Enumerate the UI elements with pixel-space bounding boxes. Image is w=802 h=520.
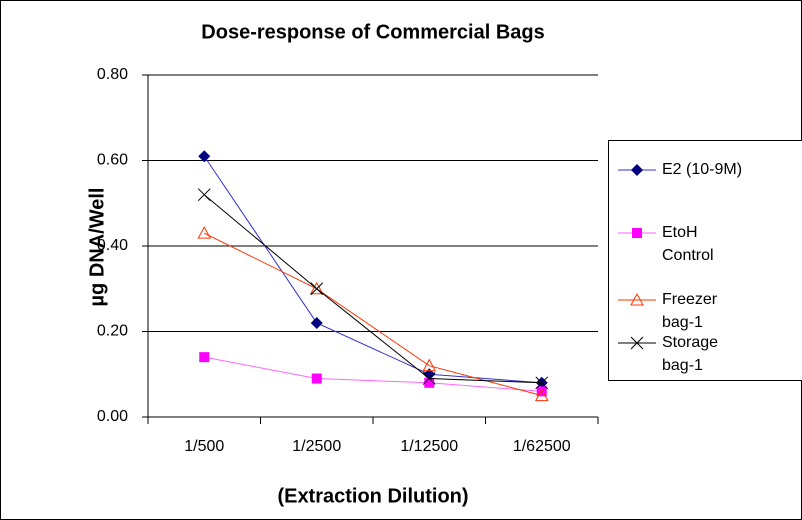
marker (536, 386, 547, 397)
x-tick-label: 1/62500 (513, 438, 571, 455)
x-axis-title: (Extraction Dilution) (277, 485, 468, 507)
marker (310, 316, 323, 329)
legend-label: E2 (10-9M) (662, 161, 743, 178)
series-line (203, 194, 542, 384)
y-tick-label: 0.40 (97, 237, 128, 254)
marker (309, 281, 324, 295)
legend-box (608, 140, 802, 381)
legend-label: Freezer bag-1 (662, 291, 718, 331)
series-line (203, 155, 542, 384)
marker (630, 336, 644, 350)
x-tick-label: 1/500 (184, 438, 224, 455)
marker (632, 228, 642, 238)
y-tick-label: 0.80 (97, 66, 128, 83)
x-tick-label: 1/2500 (292, 438, 341, 455)
marker (197, 188, 211, 202)
marker (197, 226, 212, 239)
marker (198, 150, 211, 163)
legend-label: Storage bag-1 (662, 334, 719, 374)
series-line (204, 356, 542, 392)
marker (311, 373, 322, 384)
marker (199, 352, 210, 363)
marker (423, 368, 436, 381)
y-tick-label: 0.60 (97, 152, 128, 169)
marker (631, 164, 643, 176)
y-axis-title: µg DNA/Well (86, 188, 108, 307)
marker (535, 376, 549, 390)
marker (630, 292, 644, 306)
legend-label: EtoH Control (662, 224, 714, 264)
y-tick-label: 0.00 (97, 408, 128, 425)
marker (422, 372, 436, 385)
chart-title: Dose-response of Commercial Bags (201, 21, 544, 43)
marker (424, 377, 435, 388)
marker (422, 358, 437, 372)
y-tick-label: 0.20 (97, 323, 128, 340)
x-tick-label: 1/12500 (400, 438, 458, 455)
marker (310, 282, 324, 296)
marker (534, 388, 549, 402)
